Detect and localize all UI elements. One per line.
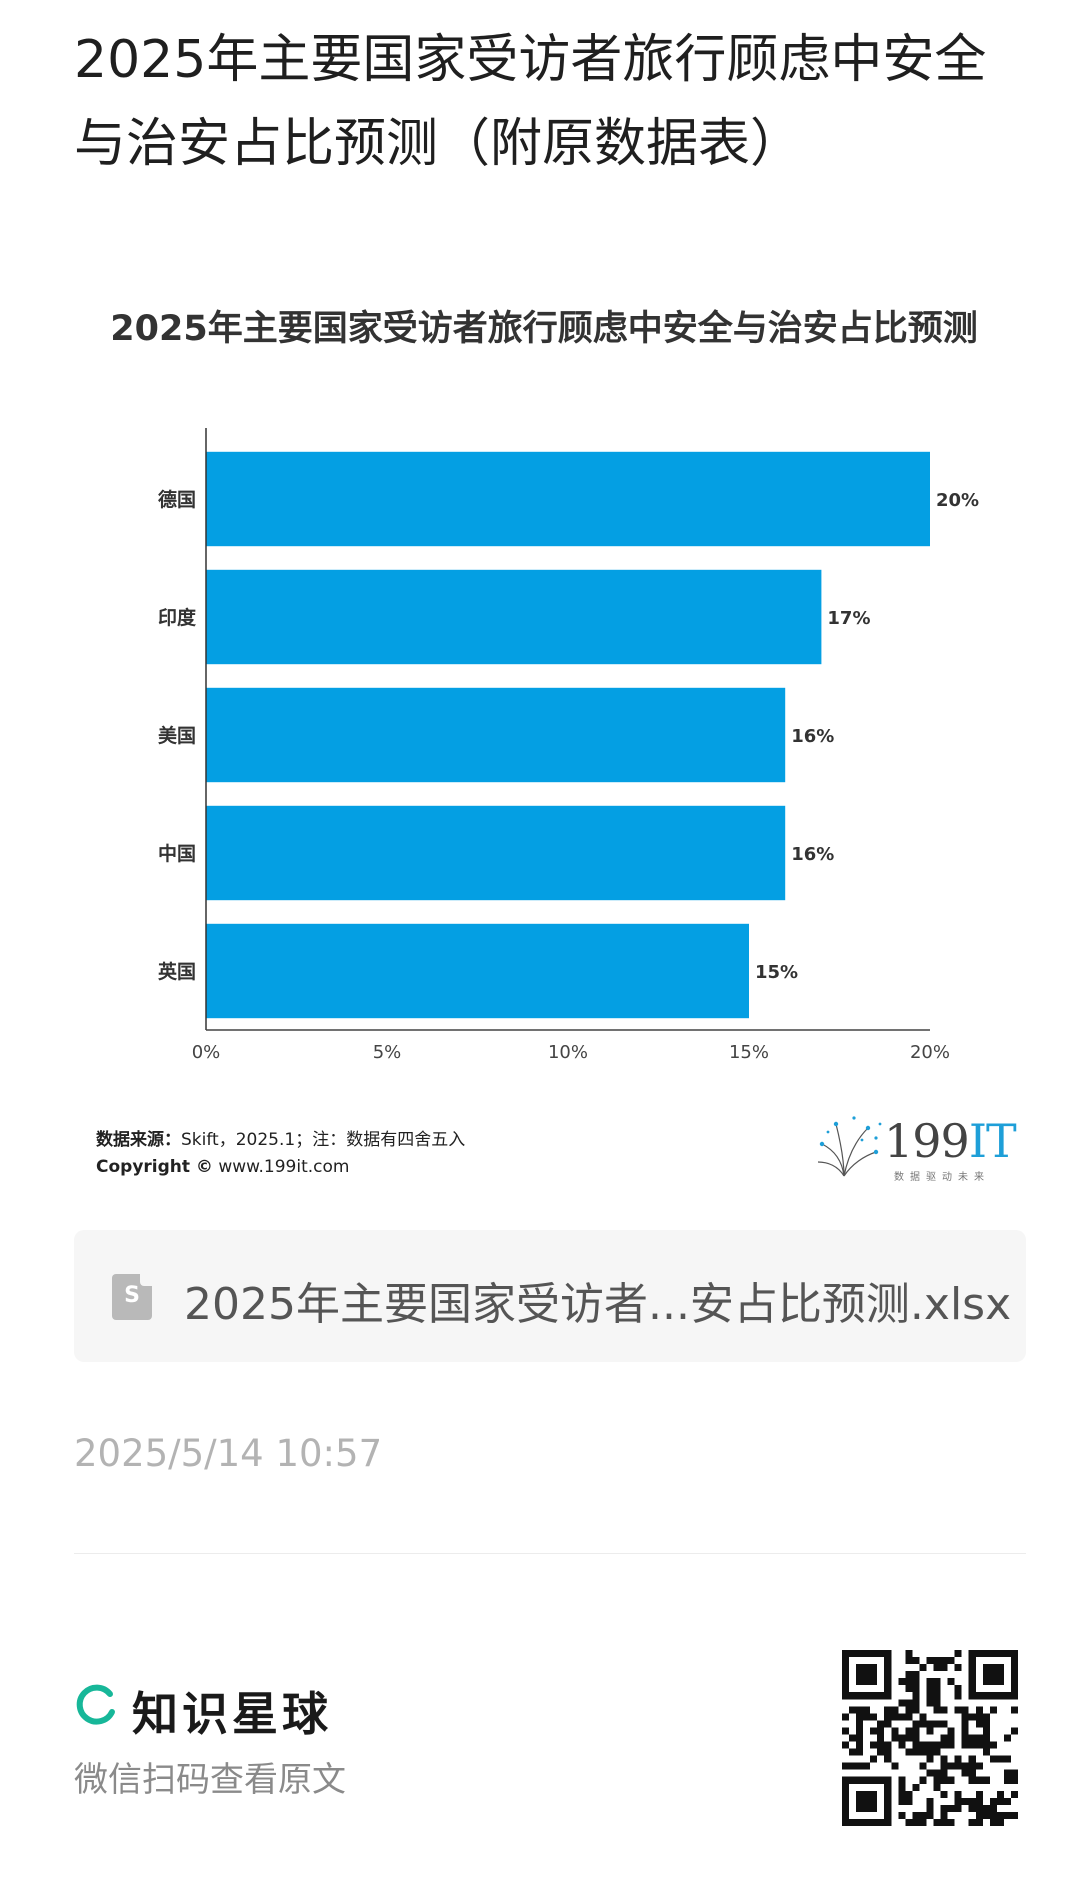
- x-tick-label: 0%: [192, 1042, 221, 1063]
- brand-name: 知识星球: [132, 1687, 332, 1741]
- category-label: 英国: [158, 960, 196, 983]
- scan-hint: 微信扫码查看原文: [74, 1760, 346, 1800]
- data-label: 16%: [791, 726, 834, 747]
- category-label: 德国: [158, 488, 196, 511]
- post-timestamp: 2025/5/14 10:57: [74, 1432, 383, 1475]
- chart-card: 2025年主要国家受访者旅行顾虑中安全与治安占比预测 德国 20% 印度 17% 美国 1…: [74, 270, 1017, 1210]
- divider: [74, 1553, 1026, 1554]
- chart-title: 2025年主要国家受访者旅行顾虑中安全与治安占比预测: [110, 309, 978, 349]
- x-tick-label: 10%: [548, 1042, 588, 1063]
- category-label: 印度: [158, 606, 197, 629]
- ring-logo-icon: [76, 1684, 115, 1725]
- source-line: 数据来源：Skift，2025.1；注：数据有四舍五入: [96, 1125, 465, 1150]
- category-label: 美国: [158, 724, 196, 747]
- bar-5: [206, 923, 749, 1019]
- data-label: 20%: [936, 490, 979, 511]
- logo-subtitle: 数据驱动未来: [894, 1172, 990, 1183]
- source-text: Skift，2025.1；注：数据有四舍五入: [181, 1130, 466, 1150]
- category-label: 中国: [158, 842, 196, 865]
- data-label: 15%: [755, 962, 798, 983]
- post-title: 2025年主要国家受访者旅行顾虑中安全与治安占比预测（附原数据表）: [74, 30, 987, 174]
- bar-1: [206, 451, 930, 547]
- dandelion-logo-icon: [817, 1116, 882, 1177]
- attachment-file-card[interactable]: S 2025年主要国家受访者...安占比预测.xlsx: [74, 1230, 1026, 1362]
- x-tick-label: 5%: [373, 1042, 402, 1063]
- logo-text: 199IT: [884, 1114, 1017, 1168]
- source-label: 数据来源：: [96, 1130, 181, 1150]
- bar-4: [206, 805, 786, 901]
- spreadsheet-file-icon: S: [112, 1274, 152, 1320]
- x-tick-label: 20%: [910, 1042, 950, 1063]
- copyright-label: Copyright ©: [96, 1157, 213, 1177]
- data-label: 17%: [827, 608, 870, 629]
- bar-2: [206, 569, 822, 665]
- brand-logo-199it: 199IT 数据驱动未来: [814, 1110, 1017, 1190]
- x-tick-label: 15%: [729, 1042, 769, 1063]
- data-label: 16%: [791, 844, 834, 865]
- copyright-line: Copyright © www.199it.com: [96, 1157, 349, 1177]
- qr-code-icon[interactable]: [842, 1650, 1018, 1826]
- bar-3: [206, 687, 786, 783]
- bar-chart: 德国 20% 印度 17% 美国 16% 中国 16% 英国 15% 0% 5% 10% 15% 20%: [158, 428, 979, 1063]
- attachment-file-name: 2025年主要国家受访者...安占比预测.xlsx: [184, 1279, 1012, 1330]
- copyright-text: www.199it.com: [212, 1157, 350, 1177]
